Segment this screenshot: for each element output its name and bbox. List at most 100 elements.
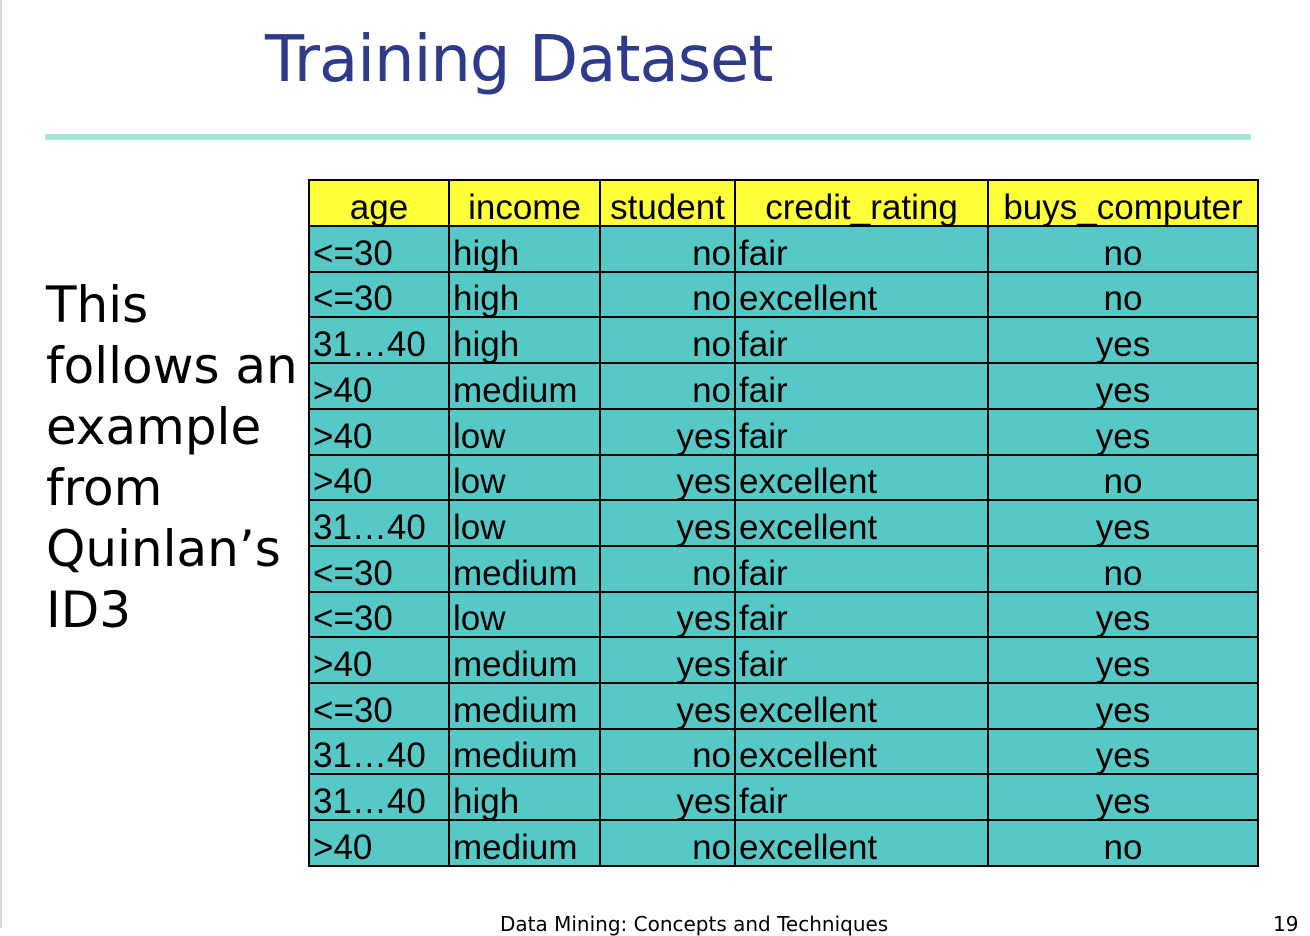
cell-student: no (599, 819, 736, 867)
cell-age: <=30 (308, 225, 450, 273)
cell-student: no (599, 225, 736, 273)
cell-income: high (448, 225, 601, 273)
cell-student: yes (599, 407, 736, 456)
cell-credit-rating: excellent (734, 819, 989, 867)
cell-buys-computer: yes (987, 682, 1259, 730)
cell-age: >40 (308, 453, 450, 502)
column-header-student: student (599, 179, 736, 227)
table-body: <=30 high no fair no <=30 high no excellent no 31…… (308, 225, 1259, 867)
cell-credit-rating: excellent (734, 270, 989, 319)
cell-buys-computer: no (987, 225, 1259, 273)
cell-age: >40 (308, 362, 450, 410)
table-row: 31…40 high no fair yes (308, 316, 1259, 365)
column-header-buys-computer: buys_computer (987, 179, 1259, 227)
cell-income: medium (448, 362, 601, 410)
cell-buys-computer: yes (987, 407, 1259, 456)
cell-credit-rating: fair (734, 407, 989, 456)
cell-buys-computer: no (987, 819, 1259, 867)
cell-age: 31…40 (308, 727, 450, 776)
cell-age: <=30 (308, 590, 450, 639)
side-description: This follows an example from Quinlan’s I… (46, 275, 298, 641)
cell-income: low (448, 590, 601, 639)
column-header-income: income (448, 179, 601, 227)
cell-credit-rating: excellent (734, 499, 989, 547)
cell-buys-computer: yes (987, 773, 1259, 822)
cell-credit-rating: fair (734, 362, 989, 410)
cell-age: <=30 (308, 544, 450, 593)
cell-credit-rating: fair (734, 316, 989, 365)
cell-credit-rating: excellent (734, 453, 989, 502)
table-row: <=30 medium no fair no (308, 544, 1259, 593)
cell-buys-computer: yes (987, 636, 1259, 685)
cell-income: medium (448, 636, 601, 685)
side-text-line: from (46, 459, 163, 517)
side-text-line: follows an (46, 337, 298, 395)
table-row: 31…40 low yes excellent yes (308, 499, 1259, 547)
side-text-line: Quinlan’s (46, 520, 281, 578)
cell-age: >40 (308, 819, 450, 867)
cell-age: 31…40 (308, 316, 450, 365)
title-divider (45, 134, 1251, 140)
cell-income: high (448, 773, 601, 822)
cell-buys-computer: yes (987, 362, 1259, 410)
cell-buys-computer: yes (987, 590, 1259, 639)
cell-income: high (448, 270, 601, 319)
cell-age: 31…40 (308, 499, 450, 547)
cell-age: >40 (308, 636, 450, 685)
cell-credit-rating: fair (734, 590, 989, 639)
cell-student: yes (599, 453, 736, 502)
slide-title: Training Dataset (265, 23, 773, 97)
cell-buys-computer: no (987, 270, 1259, 319)
cell-age: <=30 (308, 682, 450, 730)
cell-credit-rating: fair (734, 225, 989, 273)
table-row: >40 low yes fair yes (308, 407, 1259, 456)
table-row: >40 medium no excellent no (308, 819, 1259, 867)
cell-buys-computer: yes (987, 499, 1259, 547)
cell-age: 31…40 (308, 773, 450, 822)
table-row: <=30 medium yes excellent yes (308, 682, 1259, 730)
cell-credit-rating: excellent (734, 727, 989, 776)
cell-student: yes (599, 590, 736, 639)
cell-student: no (599, 727, 736, 776)
cell-buys-computer: yes (987, 316, 1259, 365)
cell-credit-rating: fair (734, 773, 989, 822)
page-number: 19 (1273, 912, 1299, 936)
cell-credit-rating: excellent (734, 682, 989, 730)
cell-student: yes (599, 499, 736, 547)
table-row: >40 medium no fair yes (308, 362, 1259, 410)
cell-age: <=30 (308, 270, 450, 319)
table-row: <=30 high no fair no (308, 225, 1259, 273)
cell-credit-rating: fair (734, 544, 989, 593)
side-text-line: example (46, 398, 262, 456)
table-row: >40 medium yes fair yes (308, 636, 1259, 685)
cell-student: yes (599, 636, 736, 685)
table-row: 31…40 high yes fair yes (308, 773, 1259, 822)
slide-left-edge (0, 0, 2, 928)
cell-income: medium (448, 544, 601, 593)
cell-student: no (599, 270, 736, 319)
column-header-age: age (308, 179, 450, 227)
cell-income: low (448, 407, 601, 456)
cell-student: no (599, 316, 736, 365)
cell-student: yes (599, 682, 736, 730)
training-data-table: age income student credit_rating buys_co… (308, 179, 1259, 867)
table-row: 31…40 medium no excellent yes (308, 727, 1259, 776)
side-text-line: ID3 (46, 581, 132, 639)
side-text-line: This (46, 276, 149, 334)
table-header-row: age income student credit_rating buys_co… (308, 179, 1259, 227)
cell-credit-rating: fair (734, 636, 989, 685)
cell-income: medium (448, 682, 601, 730)
table-header: age income student credit_rating buys_co… (308, 179, 1259, 227)
slide-footer: Data Mining: Concepts and Techniques (500, 912, 889, 936)
column-header-credit-rating: credit_rating (734, 179, 989, 227)
cell-income: high (448, 316, 601, 365)
cell-age: >40 (308, 407, 450, 456)
table-row: <=30 low yes fair yes (308, 590, 1259, 639)
cell-student: no (599, 544, 736, 593)
table-row: >40 low yes excellent no (308, 453, 1259, 502)
cell-buys-computer: no (987, 453, 1259, 502)
cell-income: low (448, 453, 601, 502)
cell-income: medium (448, 819, 601, 867)
cell-buys-computer: no (987, 544, 1259, 593)
cell-buys-computer: yes (987, 727, 1259, 776)
